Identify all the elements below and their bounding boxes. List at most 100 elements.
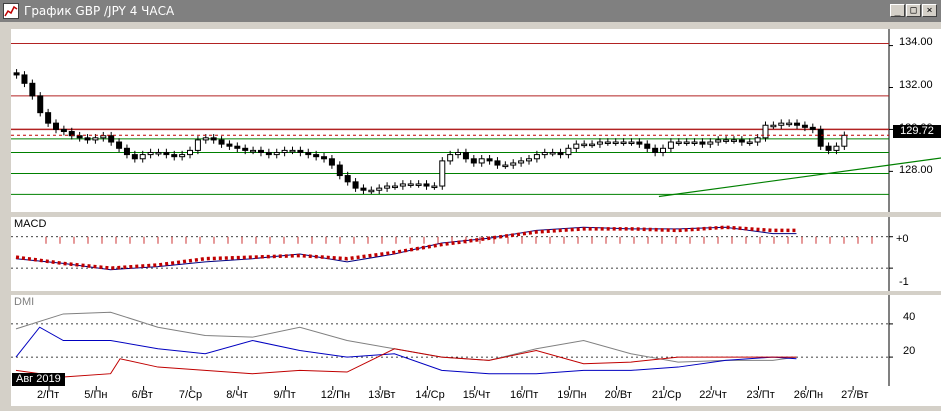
candle-body bbox=[108, 135, 115, 143]
series-line--di bbox=[15, 326, 797, 375]
candle-body bbox=[155, 151, 162, 155]
candle-body bbox=[762, 124, 769, 139]
dmi-chart bbox=[11, 295, 893, 386]
candle-body bbox=[494, 160, 501, 166]
candle-body bbox=[187, 149, 194, 156]
candle-body bbox=[163, 151, 170, 156]
candle-body bbox=[447, 154, 454, 162]
candle-body bbox=[754, 137, 761, 143]
candle-body bbox=[368, 189, 375, 193]
candle-body bbox=[801, 124, 808, 128]
candle-body bbox=[116, 141, 123, 149]
candle-body bbox=[289, 149, 296, 153]
candle-body bbox=[636, 141, 643, 145]
candle-body bbox=[510, 162, 517, 166]
minimize-button[interactable]: _ bbox=[890, 4, 905, 17]
time-axis-label: 26/Пн bbox=[793, 389, 824, 401]
window-title: График GBP /JPY 4 ЧАСА bbox=[24, 4, 175, 18]
candle-body bbox=[786, 122, 793, 126]
candle-body bbox=[384, 185, 391, 189]
macd-chart bbox=[11, 217, 893, 291]
candle-body bbox=[305, 151, 312, 156]
current-price-badge: 129.72 bbox=[893, 125, 941, 138]
candle-body bbox=[218, 139, 225, 145]
macd-panel[interactable]: MACD +0 -1 bbox=[11, 217, 941, 291]
candle-body bbox=[817, 128, 824, 147]
candle-body bbox=[84, 137, 91, 141]
candle-body bbox=[486, 158, 493, 162]
candle-body bbox=[620, 141, 627, 145]
time-axis-label: 8/Чт bbox=[226, 389, 248, 401]
candle-body bbox=[92, 137, 99, 141]
trend-line bbox=[658, 157, 941, 198]
close-button[interactable]: × bbox=[922, 4, 937, 17]
maximize-icon: □ bbox=[910, 4, 917, 16]
time-axis-label: 13/Вт bbox=[368, 389, 396, 401]
candle-body bbox=[628, 141, 635, 145]
price-panel[interactable]: 134.00 132.00 130.00 128.00 129.72 bbox=[11, 29, 941, 212]
candle-body bbox=[526, 158, 532, 162]
candle-body bbox=[131, 154, 138, 160]
candle-body bbox=[738, 139, 745, 143]
candle-body bbox=[612, 141, 619, 145]
candle-body bbox=[565, 147, 572, 156]
price-y-tick: 134.00 bbox=[899, 36, 933, 48]
price-y-tick: 128.00 bbox=[899, 164, 933, 176]
candle-body bbox=[344, 175, 351, 183]
candle-body bbox=[660, 147, 667, 153]
time-axis-label: 7/Ср bbox=[178, 389, 203, 401]
candle-body bbox=[557, 151, 564, 156]
macd-y-tick: -1 bbox=[899, 276, 909, 288]
series-line-adx bbox=[15, 311, 797, 363]
candle-body bbox=[770, 124, 777, 128]
candle-body bbox=[53, 122, 59, 130]
price-chart bbox=[11, 29, 941, 212]
candle-body bbox=[730, 139, 737, 142]
candle-body bbox=[439, 160, 446, 187]
candle-body bbox=[825, 145, 832, 151]
candle-body bbox=[502, 164, 509, 168]
time-axis-label: 9/Пт bbox=[273, 389, 296, 401]
candle-body bbox=[391, 185, 398, 189]
candle-body bbox=[250, 149, 257, 153]
time-axis-label: 2/Пт bbox=[37, 389, 60, 401]
candle-body bbox=[242, 147, 249, 151]
dmi-y-tick: 20 bbox=[903, 345, 916, 357]
candle-body bbox=[297, 149, 304, 153]
candle-body bbox=[581, 143, 588, 147]
candle-body bbox=[376, 187, 383, 191]
candle-body bbox=[518, 160, 525, 164]
candle-body bbox=[715, 139, 722, 143]
time-axis-label: 22/Чт bbox=[699, 389, 727, 401]
candle-body bbox=[123, 147, 130, 156]
candle-body bbox=[596, 141, 603, 145]
candle-body bbox=[841, 134, 848, 147]
candle-body bbox=[462, 151, 469, 160]
candle-body bbox=[13, 72, 20, 76]
candle-body bbox=[202, 137, 209, 141]
window-titlebar[interactable]: График GBP /JPY 4 ЧАСА _ □ × bbox=[0, 0, 941, 22]
time-axis-label: 27/Вт bbox=[841, 389, 869, 401]
candle-body bbox=[541, 151, 548, 156]
series-line-signal bbox=[15, 225, 797, 270]
candle-body bbox=[573, 143, 580, 149]
time-axis-label: 14/Ср bbox=[415, 389, 445, 401]
time-axis-label: 21/Ср bbox=[651, 389, 682, 401]
candle-body bbox=[60, 128, 67, 133]
candle-body bbox=[281, 149, 288, 153]
candle-body bbox=[667, 141, 674, 149]
maximize-button[interactable]: □ bbox=[906, 4, 921, 17]
candle-body bbox=[723, 139, 730, 142]
candle-body bbox=[423, 183, 430, 187]
candle-body bbox=[313, 154, 320, 158]
candle-body bbox=[778, 122, 785, 126]
series-line--di bbox=[15, 348, 797, 378]
candle-body bbox=[273, 151, 280, 156]
time-axis-label: 19/Пн bbox=[557, 389, 587, 401]
candle-body bbox=[699, 141, 706, 145]
series-line-macd bbox=[15, 226, 797, 271]
macd-label: MACD bbox=[14, 218, 47, 230]
dmi-panel[interactable]: DMI 40 20 bbox=[11, 295, 941, 386]
candle-body bbox=[809, 126, 816, 130]
candle-body bbox=[76, 135, 83, 139]
